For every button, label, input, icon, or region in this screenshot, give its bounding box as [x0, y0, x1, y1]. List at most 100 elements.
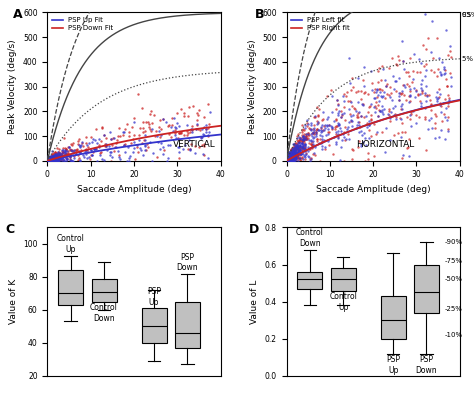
Point [303, 123, 310, 129]
Point [53, 155, 60, 161]
Point [434, 66, 442, 72]
Point [401, 128, 409, 135]
Point [119, 129, 127, 135]
Point [45, 157, 53, 164]
Point [284, 155, 292, 161]
Point [129, 135, 137, 142]
Point [337, 127, 345, 134]
Point [357, 141, 365, 148]
Point [177, 130, 185, 137]
Point [293, 149, 301, 156]
Point [52, 157, 59, 164]
Point [46, 154, 53, 161]
Point [168, 134, 175, 141]
Point [431, 119, 438, 126]
Point [290, 157, 298, 164]
Point [288, 146, 295, 152]
Point [288, 150, 295, 157]
Text: PSP
Up: PSP Up [386, 356, 400, 375]
Point [283, 149, 291, 155]
Point [313, 118, 321, 125]
Point [289, 152, 296, 159]
Point [45, 155, 53, 162]
Point [48, 155, 56, 162]
Point [204, 133, 211, 140]
Point [314, 127, 322, 134]
Point [285, 157, 292, 164]
Point [55, 150, 63, 157]
Point [288, 151, 296, 157]
Point [45, 155, 52, 161]
Point [295, 144, 303, 151]
Point [48, 154, 55, 161]
Point [45, 157, 52, 163]
Point [155, 123, 162, 130]
Point [365, 104, 373, 110]
Point [102, 142, 109, 149]
Point [289, 157, 296, 164]
Point [285, 155, 292, 162]
Point [300, 136, 307, 142]
Point [283, 155, 291, 161]
Point [284, 156, 292, 162]
Point [305, 145, 313, 152]
Point [398, 101, 406, 107]
Point [285, 153, 293, 160]
Point [289, 157, 297, 163]
Point [348, 103, 356, 109]
Point [296, 143, 304, 150]
Point [301, 141, 309, 147]
Point [145, 123, 153, 130]
Point [292, 145, 299, 152]
Point [59, 149, 66, 155]
Point [47, 157, 55, 164]
Point [45, 157, 52, 164]
Point [289, 154, 296, 161]
Point [101, 143, 109, 150]
Point [55, 154, 63, 160]
Point [341, 116, 349, 123]
Point [92, 146, 100, 153]
Point [337, 114, 345, 121]
Point [286, 150, 294, 157]
Point [285, 153, 292, 160]
Point [45, 157, 52, 164]
Point [288, 146, 296, 152]
Point [286, 153, 294, 159]
Point [292, 152, 300, 159]
Point [287, 157, 295, 163]
Point [308, 130, 316, 136]
Point [413, 69, 420, 75]
Point [286, 153, 293, 160]
Point [283, 157, 291, 164]
Point [291, 147, 298, 153]
Point [137, 147, 145, 154]
Point [45, 157, 53, 164]
Point [130, 132, 138, 138]
Point [288, 156, 296, 162]
Point [54, 153, 61, 160]
Point [310, 150, 318, 157]
Point [284, 154, 292, 161]
Point [45, 157, 52, 164]
Point [52, 157, 59, 164]
Point [74, 138, 82, 144]
Point [285, 157, 293, 164]
Point [289, 149, 296, 156]
Point [286, 157, 294, 164]
Point [54, 156, 62, 162]
Point [382, 125, 390, 131]
Point [141, 132, 149, 138]
Point [337, 157, 344, 164]
Point [283, 157, 291, 164]
Point [287, 156, 295, 163]
Point [45, 157, 53, 164]
Point [51, 155, 58, 161]
Point [47, 154, 55, 161]
Point [351, 106, 358, 113]
Point [372, 99, 379, 105]
Text: CS Fit: CS Fit [462, 12, 474, 18]
Point [100, 132, 108, 139]
Point [63, 156, 71, 163]
Point [318, 116, 326, 123]
